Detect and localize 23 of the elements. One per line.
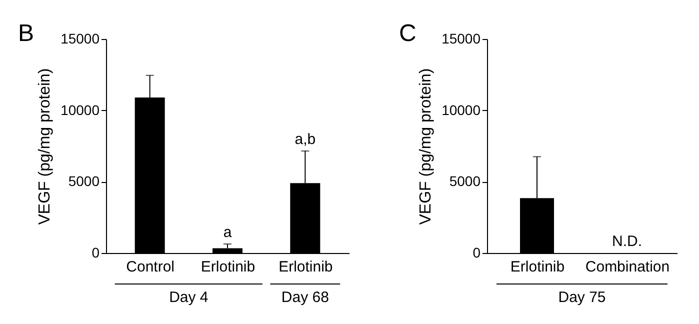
y-tick-label: 0: [92, 244, 100, 260]
text: Day 68: [281, 289, 329, 306]
text: Day 75: [558, 289, 606, 306]
y-tick-label: 10000: [442, 102, 481, 118]
text: N.D.: [612, 233, 642, 250]
x-tick-label: Erlotinib: [510, 258, 565, 276]
y-tick-label: 15000: [60, 30, 100, 46]
x-tick-label: Combination: [585, 258, 670, 276]
x-tick-label: Erlotinib: [278, 258, 333, 276]
x-tick-label: Control: [126, 258, 175, 276]
data-label: a: [223, 224, 232, 242]
y-tick-label: 5000: [68, 173, 100, 190]
chart-title: C: [399, 20, 416, 47]
y-tick-label: 15000: [442, 30, 481, 46]
x-tick-label: Erlotinib: [200, 258, 256, 276]
data-label: a,b: [294, 130, 316, 148]
y-tick-label: 10000: [60, 102, 100, 118]
y-tick-label: 0: [472, 244, 481, 260]
text: Day 4: [169, 289, 208, 306]
y-axis-title: VEGF (pg/mg protein): [36, 68, 54, 225]
y-tick-label: 5000: [449, 173, 481, 190]
chart-title: B: [18, 20, 34, 47]
y-axis-title: VEGF (pg/mg protein): [418, 68, 435, 225]
